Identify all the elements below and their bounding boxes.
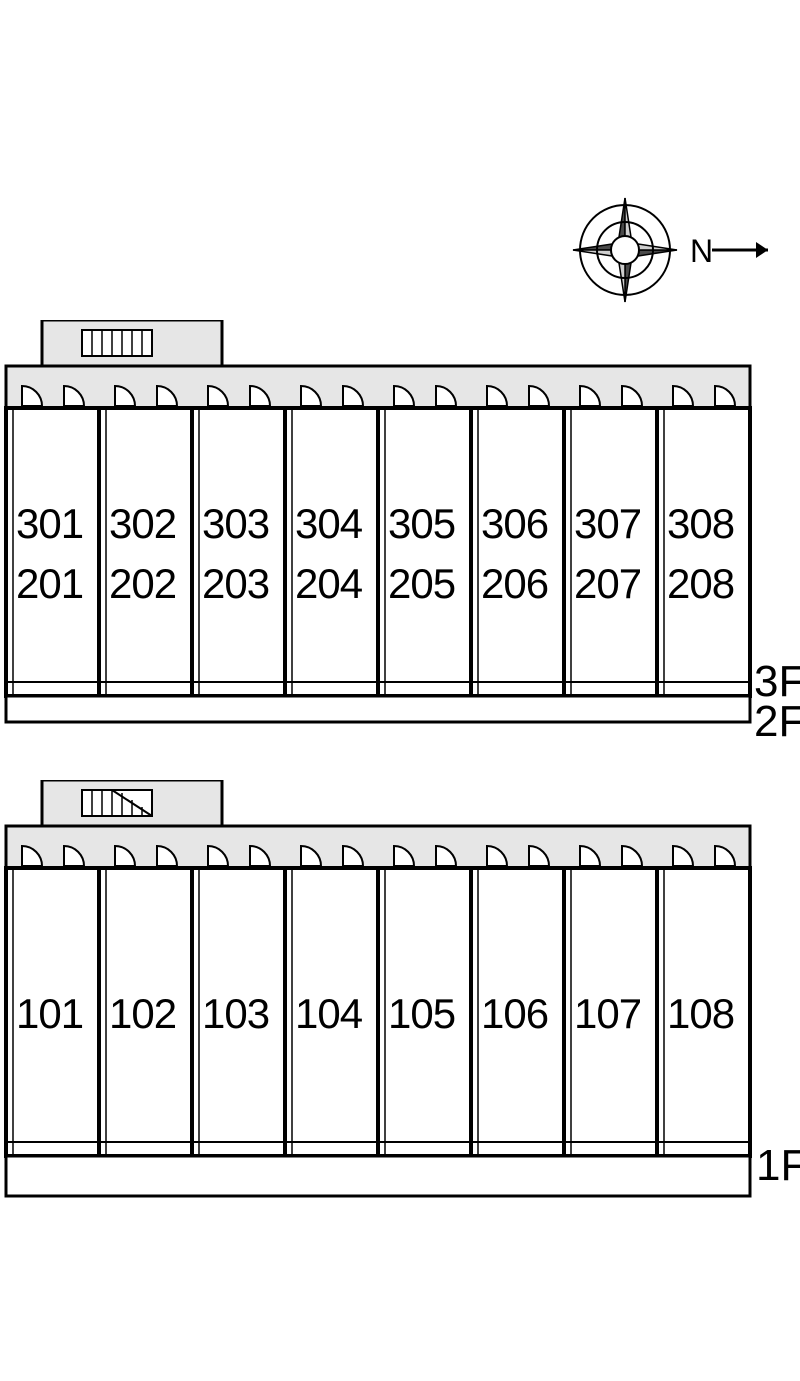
unit-label: 206 [481,560,548,607]
unit-label: 301 [16,500,83,547]
unit-label: 307 [574,500,641,547]
unit-label: 308 [667,500,734,547]
unit-label: 202 [109,560,176,607]
stairs-icon [82,330,152,356]
unit-label: 304 [295,500,363,547]
unit-label: 305 [388,500,455,547]
unit-label: 103 [202,990,269,1037]
unit-label: 102 [109,990,176,1037]
unit-label: 201 [16,560,83,607]
lower-floor-block: 101 102 103 104 105 106 107 108 1F [4,780,800,1225]
unit-label: 303 [202,500,269,547]
unit-label: 203 [202,560,269,607]
north-label: N [690,233,713,269]
unit-label: 108 [667,990,734,1037]
unit-label: 204 [295,560,363,607]
unit-label: 302 [109,500,176,547]
floor-label-2f: 2F [754,697,800,740]
unit-label: 107 [574,990,641,1037]
unit-label: 208 [667,560,734,607]
unit-label: 106 [481,990,548,1037]
unit-label: 101 [16,990,83,1037]
unit-label: 105 [388,990,455,1037]
upper-floor-block: 301 302 303 304 305 306 307 308 201 202 … [4,320,800,745]
unit-label: 104 [295,990,363,1037]
unit-label: 306 [481,500,548,547]
floor-label-1f: 1F [756,1141,800,1190]
unit-label: 207 [574,560,641,607]
unit-label: 205 [388,560,455,607]
stairs-icon [82,790,152,816]
compass-rose: N [570,190,790,315]
